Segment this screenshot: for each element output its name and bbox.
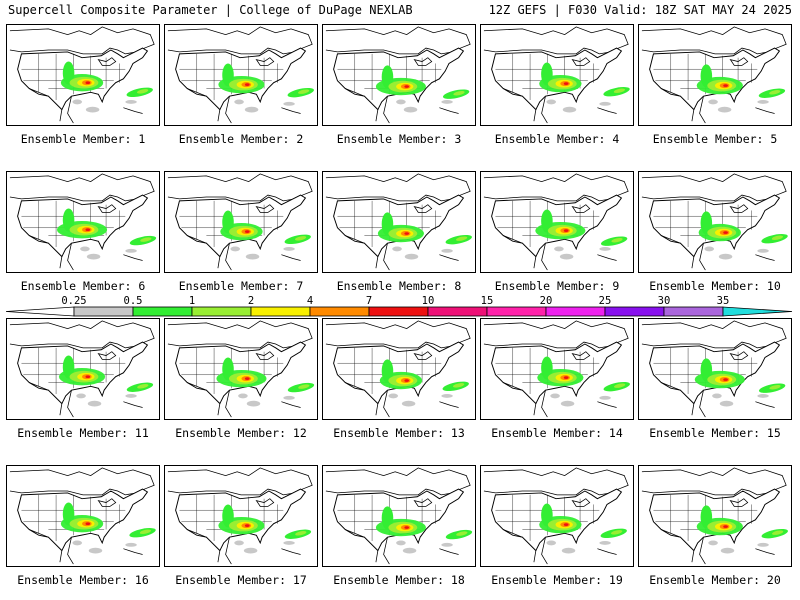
ensemble-map-panel [164,24,318,126]
ensemble-map-panel [480,465,634,567]
ensemble-map-panel [6,24,160,126]
ensemble-map-panel [638,465,792,567]
colorbar-left-arrow [6,306,75,317]
member-label: Ensemble Member: 12 [175,426,307,440]
ensemble-map-panel [322,24,476,126]
member-label: Ensemble Member: 19 [491,573,623,587]
chart-title: Supercell Composite Parameter | College … [8,3,413,17]
colorbar-tick-label: 20 [540,295,553,307]
valid-time: 12Z GEFS | F030 Valid: 18Z SAT MAY 24 20… [488,3,792,17]
member-label: Ensemble Member: 10 [649,279,781,293]
ensemble-map-panel [6,318,160,420]
us-map [167,173,313,271]
colorbar-tick-label: 15 [481,295,494,307]
colorbar-tick-label: 0.5 [124,295,143,307]
us-map [325,26,471,124]
member-label: Ensemble Member: 17 [175,573,307,587]
colorbar-tick-label: 2 [248,295,254,307]
colorbar-segment [545,306,606,317]
colorbar-segment [604,306,665,317]
member-label: Ensemble Member: 13 [333,426,465,440]
ensemble-map-panel [164,171,318,273]
ensemble-map-panel [480,24,634,126]
member-label: Ensemble Member: 16 [17,573,149,587]
member-label: Ensemble Member: 3 [336,132,462,146]
member-label: Ensemble Member: 1 [20,132,146,146]
us-map [483,173,629,271]
member-label: Ensemble Member: 6 [20,279,146,293]
ensemble-map-panel [638,318,792,420]
us-map [325,173,472,271]
colorbar-segment [427,306,488,317]
ensemble-map-panel [480,318,634,420]
colorbar-tick-label: 30 [658,295,671,307]
member-label: Ensemble Member: 11 [17,426,149,440]
colorbar-segment [368,306,429,317]
member-label: Ensemble Member: 9 [494,279,620,293]
us-map [483,467,629,565]
ensemble-map-panel [322,465,476,567]
member-label: Ensemble Member: 4 [494,132,620,146]
colorbar-segment [722,306,793,317]
colorbar-segment [132,306,193,317]
us-map [325,467,473,565]
colorbar-segment [250,306,311,317]
us-map [641,26,787,124]
colorbar-tick-label: 10 [422,295,435,307]
us-map [9,320,155,418]
ensemble-map-panel [322,171,476,273]
us-map [641,320,787,418]
colorbar-segment [486,306,547,317]
member-label: Ensemble Member: 7 [178,279,304,293]
us-map [483,26,630,124]
us-map [641,467,788,565]
us-map [641,173,788,271]
colorbar-segment [309,306,370,317]
us-map [9,467,156,565]
member-label: Ensemble Member: 14 [491,426,623,440]
ensemble-map-panel [322,318,476,420]
us-map [9,26,155,124]
ensemble-map-panel [6,171,160,273]
ensemble-map-panel [638,24,792,126]
colorbar-segment [73,306,134,317]
us-map [167,26,314,124]
colorbar-segment [663,306,724,317]
ensemble-map-panel [638,171,792,273]
colorbar-tick-label: 35 [717,295,730,307]
colorbar-tick-label: 25 [599,295,612,307]
ensemble-map-panel [164,318,318,420]
color-scale-bar: 0.25 0.5 1 2 4 7 10 15 20 25 30 35 [6,295,793,317]
colorbar-tick-label: 4 [307,295,313,307]
member-label: Ensemble Member: 18 [333,573,465,587]
us-map [9,173,157,271]
ensemble-map-panel [6,465,160,567]
colorbar-tick-label: 1 [189,295,195,307]
colorbar-segment [191,306,252,317]
us-map [167,467,313,565]
member-label: Ensemble Member: 15 [649,426,781,440]
us-map [483,320,630,418]
ensemble-map-panel [164,465,318,567]
member-label: Ensemble Member: 5 [652,132,778,146]
us-map [325,320,471,418]
member-label: Ensemble Member: 8 [336,279,462,293]
colorbar-tick-label: 0.25 [61,295,86,307]
us-map [167,320,315,418]
member-label: Ensemble Member: 20 [649,573,781,587]
colorbar-tick-label: 7 [366,295,372,307]
ensemble-map-panel [480,171,634,273]
member-label: Ensemble Member: 2 [178,132,304,146]
